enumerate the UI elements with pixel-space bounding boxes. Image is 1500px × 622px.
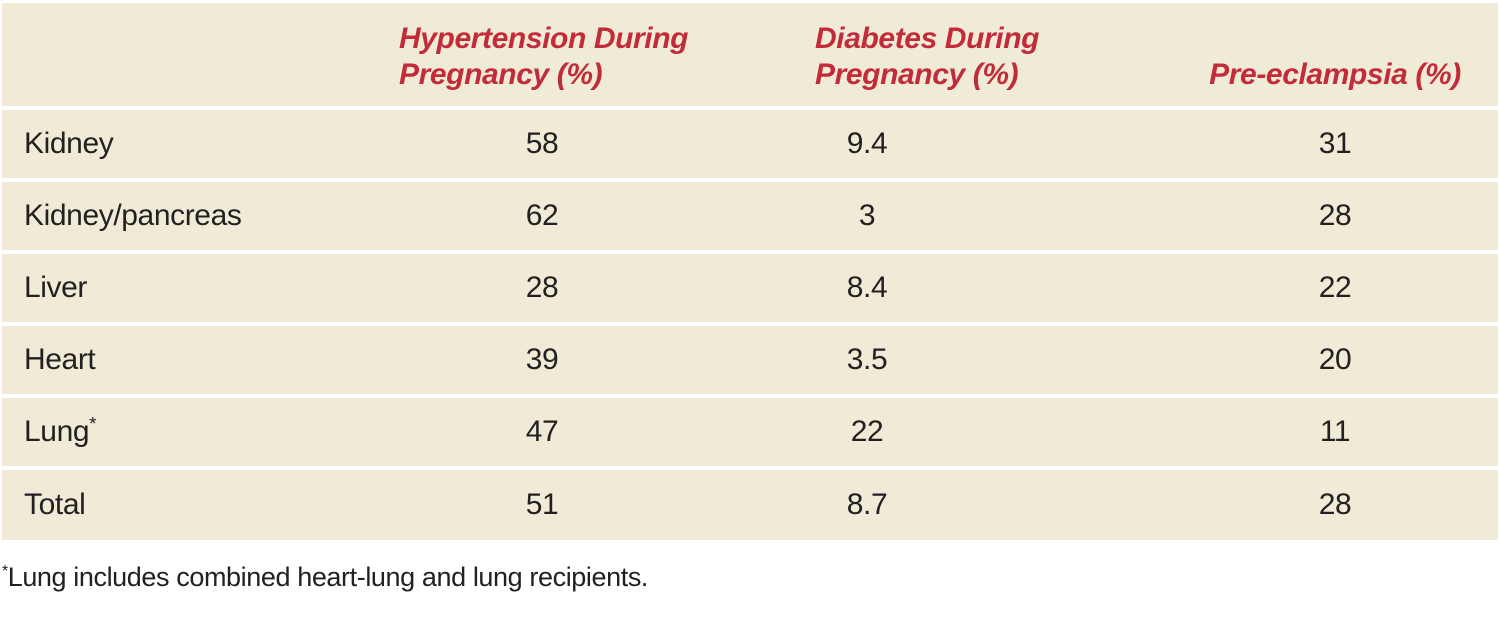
hypertension-value: 47	[372, 394, 712, 468]
header-hypertension-line1: Hypertension During	[399, 22, 689, 56]
table-row-lung: Lung* 47 22 11	[2, 394, 1498, 468]
pregnancy-outcomes-table: Hypertension During Pregnancy (%) Diabete…	[2, 3, 1498, 540]
organ-cell: Lung*	[2, 394, 372, 468]
hypertension-value: 28	[372, 250, 712, 324]
header-preeclampsia-label: Pre-eclampsia (%)	[1209, 57, 1461, 91]
footnote-marker: *	[89, 413, 96, 434]
table-row-kidney: Kidney 58 9.4 31	[2, 106, 1498, 180]
table-footnote: *Lung includes combined heart-lung and l…	[2, 562, 1500, 593]
preeclampsia-value: 31	[1022, 106, 1498, 180]
organ-cell: Kidney/pancreas	[2, 178, 372, 252]
organ-cell: Total	[2, 466, 372, 540]
diabetes-value: 8.7	[712, 466, 1022, 540]
preeclampsia-value: 28	[1022, 466, 1498, 540]
preeclampsia-value: 20	[1022, 322, 1498, 396]
hypertension-value: 51	[372, 466, 712, 540]
table-row-kidney-pancreas: Kidney/pancreas 62 3 28	[2, 178, 1498, 252]
table-row-heart: Heart 39 3.5 20	[2, 322, 1498, 396]
diabetes-value: 9.4	[712, 106, 1022, 180]
organ-label: Liver	[24, 271, 88, 304]
table-row-total: Total 51 8.7 28	[2, 466, 1498, 540]
header-diabetes-line2: Pregnancy (%)	[815, 57, 1019, 91]
footnote-marker: *	[2, 563, 8, 580]
table-body: Kidney 58 9.4 31 Kidney/pancreas 62 3 28…	[2, 106, 1498, 540]
header-diabetes-line1: Diabetes During	[815, 22, 1040, 56]
organ-label: Lung	[24, 415, 90, 448]
header-hypertension: Hypertension During Pregnancy (%)	[372, 3, 712, 108]
preeclampsia-value: 28	[1022, 178, 1498, 252]
organ-label: Heart	[24, 343, 96, 376]
diabetes-value: 22	[712, 394, 1022, 468]
header-row: Hypertension During Pregnancy (%) Diabete…	[2, 3, 1498, 108]
organ-label: Kidney	[24, 127, 114, 160]
hypertension-value: 58	[372, 106, 712, 180]
header-preeclampsia: Pre-eclampsia (%)	[1022, 3, 1498, 108]
preeclampsia-value: 11	[1022, 394, 1498, 468]
pregnancy-outcomes-table-wrap: Hypertension During Pregnancy (%) Diabete…	[2, 3, 1498, 540]
header-diabetes: Diabetes During Pregnancy (%)	[712, 3, 1039, 108]
organ-label: Kidney/pancreas	[24, 199, 242, 232]
footnote-text: Lung includes combined heart-lung and lu…	[7, 562, 649, 592]
hypertension-value: 39	[372, 322, 712, 396]
header-hypertension-line2: Pregnancy (%)	[399, 57, 603, 91]
organ-label: Total	[24, 488, 86, 521]
preeclampsia-value: 22	[1022, 250, 1498, 324]
hypertension-value: 62	[372, 178, 712, 252]
table-header: Hypertension During Pregnancy (%) Diabete…	[2, 3, 1498, 108]
organ-cell: Heart	[2, 322, 372, 396]
header-organ	[2, 3, 372, 108]
diabetes-value: 3	[712, 178, 1022, 252]
organ-cell: Liver	[2, 250, 372, 324]
table-row-liver: Liver 28 8.4 22	[2, 250, 1498, 324]
diabetes-value: 8.4	[712, 250, 1022, 324]
organ-cell: Kidney	[2, 106, 372, 180]
diabetes-value: 3.5	[712, 322, 1022, 396]
